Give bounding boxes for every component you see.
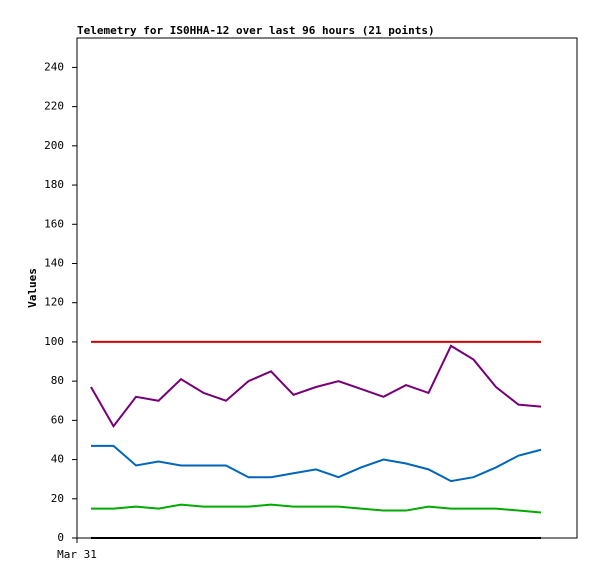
y-tick-label: 180	[44, 178, 64, 191]
y-tick-label: 240	[44, 60, 64, 73]
y-tick-label: 40	[51, 453, 64, 466]
y-tick-label: 20	[51, 492, 64, 505]
y-tick-label: 0	[57, 531, 64, 544]
series-line	[91, 444, 542, 483]
y-tick-label: 160	[44, 217, 64, 230]
x-tick-label: Mar 31	[57, 548, 97, 561]
y-axis-label: Values	[26, 268, 39, 308]
y-tick-label: 100	[44, 335, 64, 348]
series-line	[91, 503, 542, 514]
y-tick-label: 120	[44, 296, 64, 309]
y-tick-label: 80	[51, 374, 64, 387]
y-tick-label: 140	[44, 256, 64, 269]
chart-title: Telemetry for IS0HHA-12 over last 96 hou…	[77, 24, 435, 37]
y-tick-label: 60	[51, 413, 64, 426]
series-line	[90, 344, 542, 429]
y-tick-label: 220	[44, 100, 64, 113]
y-tick-label: 200	[44, 139, 64, 152]
